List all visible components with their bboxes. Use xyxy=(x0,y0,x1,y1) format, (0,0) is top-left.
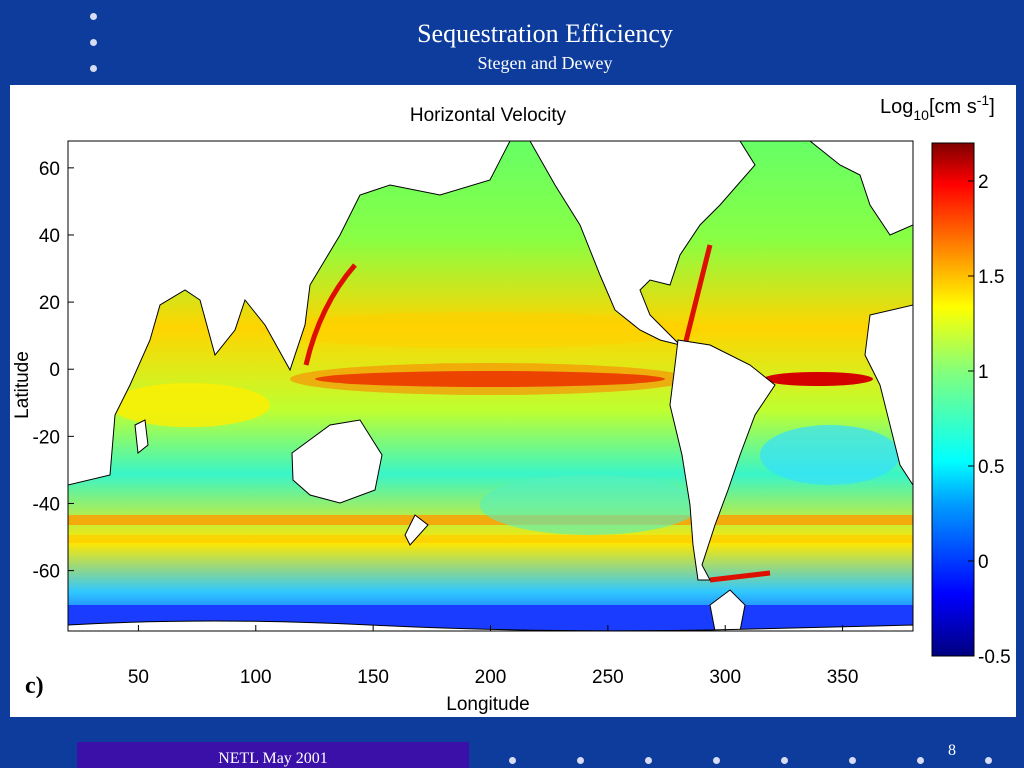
chart-title: Horizontal Velocity xyxy=(410,105,567,126)
y-axis: 60 40 20 0 -20 -40 -60 xyxy=(33,159,74,583)
colorbar-label: Log10[cm s-1] xyxy=(880,92,995,123)
colorbar-tick-label: 1.5 xyxy=(978,267,1004,288)
x-tick-label: 150 xyxy=(357,667,389,688)
kuroshio-current xyxy=(303,263,357,366)
y-tick-label: 0 xyxy=(49,360,60,381)
y-tick-label: 60 xyxy=(39,159,60,180)
bullet-dot xyxy=(90,13,97,20)
colorbar xyxy=(931,142,975,657)
x-tick-label: 350 xyxy=(827,667,859,688)
gulf-stream xyxy=(682,244,713,346)
x-axis-label: Longitude xyxy=(446,694,529,715)
x-tick-label: 300 xyxy=(709,667,741,688)
bullet-dot xyxy=(985,757,992,764)
atlantic-equatorial-current xyxy=(763,372,873,386)
colorbar-ticks: 2 1.5 1 0.5 0 -0.5 xyxy=(968,172,1011,668)
footer-box: NETL May 2001 xyxy=(77,742,469,768)
africa-west-land xyxy=(864,304,913,486)
x-axis: 50 100 150 200 250 300 350 xyxy=(128,625,859,688)
slide-title: Sequestration Efficiency xyxy=(417,19,673,48)
map-area xyxy=(68,141,913,631)
colorbar-tick-label: 0 xyxy=(978,552,989,573)
circumpolar-current xyxy=(68,515,913,525)
bullet-dot xyxy=(509,757,516,764)
bullet-dot xyxy=(90,65,97,72)
colorbar-tick-label: -0.5 xyxy=(978,647,1011,668)
x-tick-label: 200 xyxy=(475,667,507,688)
panel-label: c) xyxy=(25,673,44,699)
x-tick-label: 250 xyxy=(592,667,624,688)
antarctic-peninsula-land xyxy=(709,589,746,631)
bullet-dot xyxy=(645,757,652,764)
new-zealand-land xyxy=(404,514,429,546)
footer-text: NETL May 2001 xyxy=(218,750,328,767)
slide-subtitle: Stegen and Dewey xyxy=(477,53,613,73)
bullet-dot xyxy=(90,39,97,46)
figure-panel: 50 100 150 200 250 300 350 60 40 20 0 -20 -40 -60 Ho… xyxy=(10,85,1016,717)
page-number: 8 xyxy=(948,742,956,759)
bullet-dot xyxy=(917,757,924,764)
colorbar-tick-label: 0.5 xyxy=(978,457,1004,478)
y-tick-label: -40 xyxy=(33,494,60,515)
bullet-dot xyxy=(781,757,788,764)
bullet-dot xyxy=(713,757,720,764)
y-tick-label: -60 xyxy=(33,562,60,583)
y-tick-label: 20 xyxy=(39,293,60,314)
x-tick-label: 50 xyxy=(128,667,149,688)
north-america-land xyxy=(529,141,756,346)
colorbar-tick-label: 2 xyxy=(978,172,989,193)
x-tick-label: 100 xyxy=(240,667,272,688)
colorbar-tick-label: 1 xyxy=(978,362,989,383)
south-america-land xyxy=(669,339,776,581)
y-tick-label: -20 xyxy=(33,427,60,448)
y-axis-label: Latitude xyxy=(12,351,33,419)
bullet-dot xyxy=(849,757,856,764)
bullet-dot xyxy=(577,757,584,764)
eurasia-africa-land xyxy=(68,141,511,486)
y-tick-label: 40 xyxy=(39,226,60,247)
land-masses xyxy=(68,141,913,631)
greenland-land xyxy=(809,141,913,236)
australia-land xyxy=(291,419,383,504)
